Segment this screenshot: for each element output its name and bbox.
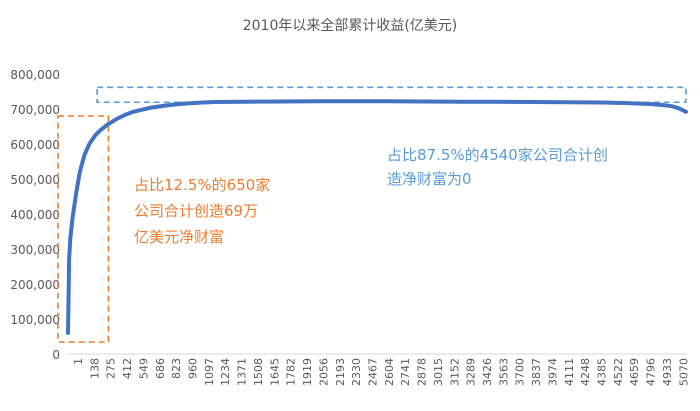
x-tick-label: 549	[137, 358, 150, 379]
x-tick-label: 2878	[416, 358, 429, 386]
x-tick-label: 2056	[317, 358, 330, 386]
annotation-text: 亿美元净财富	[134, 228, 224, 246]
x-tick-label: 1508	[252, 358, 265, 386]
highlight-box-top-650-companies	[57, 115, 110, 343]
x-tick-label: 2604	[383, 358, 396, 386]
y-tick-label: 0	[52, 348, 60, 362]
x-tick-label: 2741	[399, 358, 412, 386]
y-tick-label: 600,000	[10, 138, 60, 152]
x-tick-label: 2330	[350, 358, 363, 386]
x-tick-label: 3563	[497, 358, 510, 386]
series-group	[66, 99, 688, 335]
highlight-box-other-4540-companies	[96, 86, 687, 104]
x-tick-label: 960	[187, 358, 200, 379]
x-tick-label: 1371	[236, 358, 249, 386]
x-tick-label: 1645	[268, 358, 281, 386]
annotation-text: 占比87.5%的4540家公司合计创	[387, 146, 608, 164]
annotation-text: 公司合计创造69万	[134, 202, 258, 220]
chart-title: 2010年以来全部累计收益(亿美元)	[243, 17, 458, 34]
y-tick-label: 400,000	[10, 208, 60, 222]
x-tick-label: 4248	[579, 358, 592, 386]
x-tick-label: 4796	[645, 358, 658, 386]
highlight-boxes	[57, 86, 687, 343]
x-tick-label: 3289	[465, 358, 478, 386]
x-tick-label: 3152	[448, 358, 461, 386]
series-line-0	[66, 99, 688, 335]
x-tick-label: 4659	[628, 358, 641, 386]
x-tick-label: 3015	[432, 358, 445, 386]
x-tick-label: 2467	[366, 358, 379, 386]
y-tick-label: 300,000	[10, 243, 60, 257]
y-tick-label: 500,000	[10, 173, 60, 187]
x-tick-label: 275	[105, 358, 118, 379]
x-tick-label: 1097	[203, 358, 216, 386]
x-tick-label: 823	[170, 358, 183, 379]
x-tick-label: 138	[88, 358, 101, 379]
x-tick-label: 4522	[612, 358, 625, 386]
x-tick-label: 3974	[546, 358, 559, 386]
y-tick-label: 200,000	[10, 278, 60, 292]
axes-group: 0 100,000 200,000 300,000 400,000 500,000 600,…	[10, 68, 690, 386]
x-tick-label: 1782	[285, 358, 298, 386]
y-tick-label: 700,000	[10, 103, 60, 117]
y-tick-label: 800,000	[10, 68, 60, 82]
x-tick-label: 412	[121, 358, 134, 379]
x-tick-label: 3837	[530, 358, 543, 386]
y-tick-label: 100,000	[10, 313, 60, 327]
x-tick-label: 4933	[661, 358, 674, 386]
x-tick-label: 1919	[301, 358, 314, 386]
x-tick-label: 4385	[596, 358, 609, 386]
x-tick-label: 4111	[563, 358, 576, 386]
x-tick-label: 1234	[219, 358, 232, 386]
x-tick-label: 3700	[514, 358, 527, 386]
x-tick-label: 686	[154, 358, 167, 379]
x-tick-label: 5070	[677, 358, 690, 386]
annotation-text: 占比12.5%的650家	[134, 176, 270, 194]
x-tick-label: 2193	[334, 358, 347, 386]
annotation-text: 造净财富为0	[387, 170, 472, 188]
x-tick-label: 1	[72, 358, 85, 365]
x-tick-label: 3426	[481, 358, 494, 386]
